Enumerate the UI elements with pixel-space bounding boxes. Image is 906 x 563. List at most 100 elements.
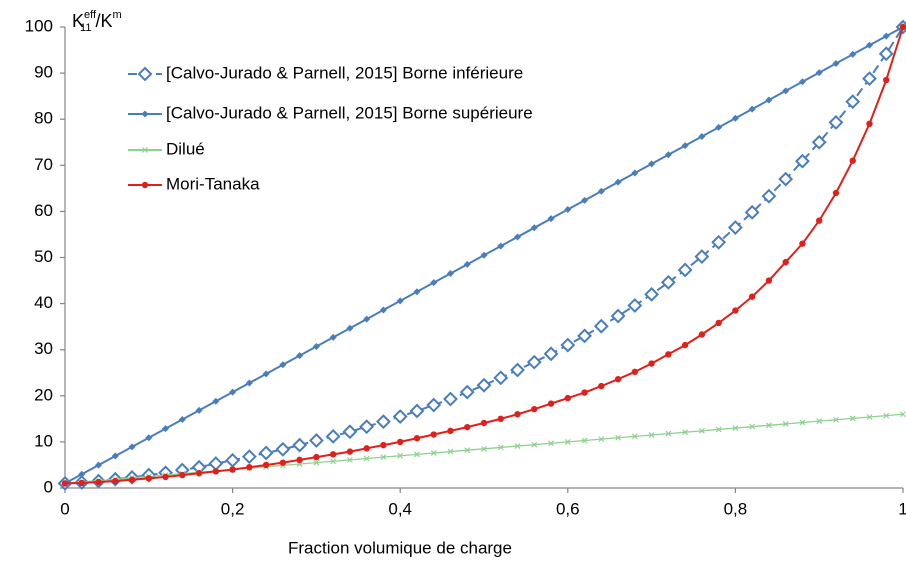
y-tick-label: 0: [44, 477, 53, 496]
marker: [832, 189, 840, 197]
marker: [296, 456, 303, 464]
marker: [711, 234, 727, 250]
marker: [899, 23, 906, 31]
marker: [95, 461, 103, 469]
marker: [782, 420, 789, 427]
marker: [443, 391, 458, 407]
marker: [195, 406, 203, 414]
marker: [397, 438, 404, 446]
marker: [883, 76, 890, 84]
marker: [162, 425, 170, 433]
marker: [631, 433, 638, 440]
marker: [564, 394, 571, 402]
marker: [727, 220, 743, 235]
marker: [648, 160, 656, 168]
marker: [111, 452, 119, 460]
marker: [464, 447, 471, 454]
marker: [212, 397, 220, 405]
legend-label: [Calvo-Jurado & Parnell, 2015] Borne inf…: [166, 63, 523, 82]
y-tick-label: 100: [25, 16, 53, 35]
marker: [464, 423, 471, 431]
marker: [615, 434, 622, 441]
marker: [363, 445, 370, 452]
marker: [782, 87, 790, 95]
marker: [359, 419, 375, 435]
marker: [292, 437, 308, 453]
marker: [748, 105, 756, 113]
marker: [564, 206, 572, 214]
legend-marker: [142, 147, 148, 153]
marker: [811, 134, 827, 150]
legend-item: Dilué: [128, 139, 205, 158]
marker: [698, 133, 706, 141]
marker: [78, 470, 86, 478]
marker: [145, 434, 153, 442]
marker: [179, 471, 186, 479]
marker: [878, 46, 894, 62]
marker: [845, 94, 861, 110]
marker: [698, 331, 706, 338]
marker: [715, 123, 723, 131]
marker: [329, 333, 337, 341]
legend-label: Mori-Tanaka: [166, 174, 260, 193]
marker: [614, 376, 622, 383]
marker: [862, 71, 877, 87]
marker: [128, 443, 136, 451]
marker: [627, 298, 643, 313]
marker: [208, 456, 224, 471]
marker: [744, 204, 760, 220]
marker: [480, 251, 488, 259]
marker: [631, 169, 639, 177]
marker: [510, 362, 525, 378]
marker: [798, 78, 806, 86]
marker: [732, 307, 739, 314]
y-tick-label: 90: [34, 63, 53, 82]
marker: [577, 328, 592, 344]
marker: [514, 443, 521, 449]
marker: [493, 370, 509, 386]
marker: [426, 397, 442, 413]
legend-item: Mori-Tanaka: [128, 174, 260, 193]
legend-label: Dilué: [166, 139, 205, 158]
marker: [480, 419, 488, 427]
marker: [145, 475, 152, 482]
legend-marker: [141, 181, 149, 189]
marker: [883, 412, 890, 419]
marker: [229, 388, 237, 396]
y-tick-label: 20: [34, 385, 53, 404]
marker: [648, 360, 655, 367]
y-axis-label: Keff 11/Km: [72, 9, 122, 34]
marker: [530, 224, 538, 232]
marker: [765, 96, 773, 104]
marker: [162, 473, 169, 481]
x-tick-label: 1: [898, 499, 906, 518]
marker: [212, 468, 220, 475]
marker: [325, 428, 341, 444]
marker: [258, 445, 274, 461]
marker: [330, 458, 337, 465]
marker: [715, 319, 722, 327]
marker: [346, 324, 354, 332]
marker: [677, 262, 693, 278]
marker: [476, 377, 492, 393]
marker: [128, 476, 136, 483]
marker: [346, 448, 354, 455]
marker: [430, 450, 437, 456]
marker: [447, 448, 454, 455]
marker: [195, 470, 203, 477]
marker: [833, 416, 839, 423]
marker: [376, 414, 391, 430]
marker: [882, 32, 890, 40]
legend-item: [Calvo-Jurado & Parnell, 2015] Borne sup…: [128, 103, 533, 122]
marker: [681, 142, 689, 150]
marker: [795, 153, 810, 169]
marker: [531, 441, 538, 448]
marker: [828, 115, 844, 130]
marker: [430, 431, 437, 438]
marker: [748, 293, 756, 300]
marker: [430, 279, 438, 287]
marker: [731, 114, 739, 122]
marker: [815, 69, 823, 77]
marker: [346, 456, 353, 463]
marker: [497, 242, 505, 250]
